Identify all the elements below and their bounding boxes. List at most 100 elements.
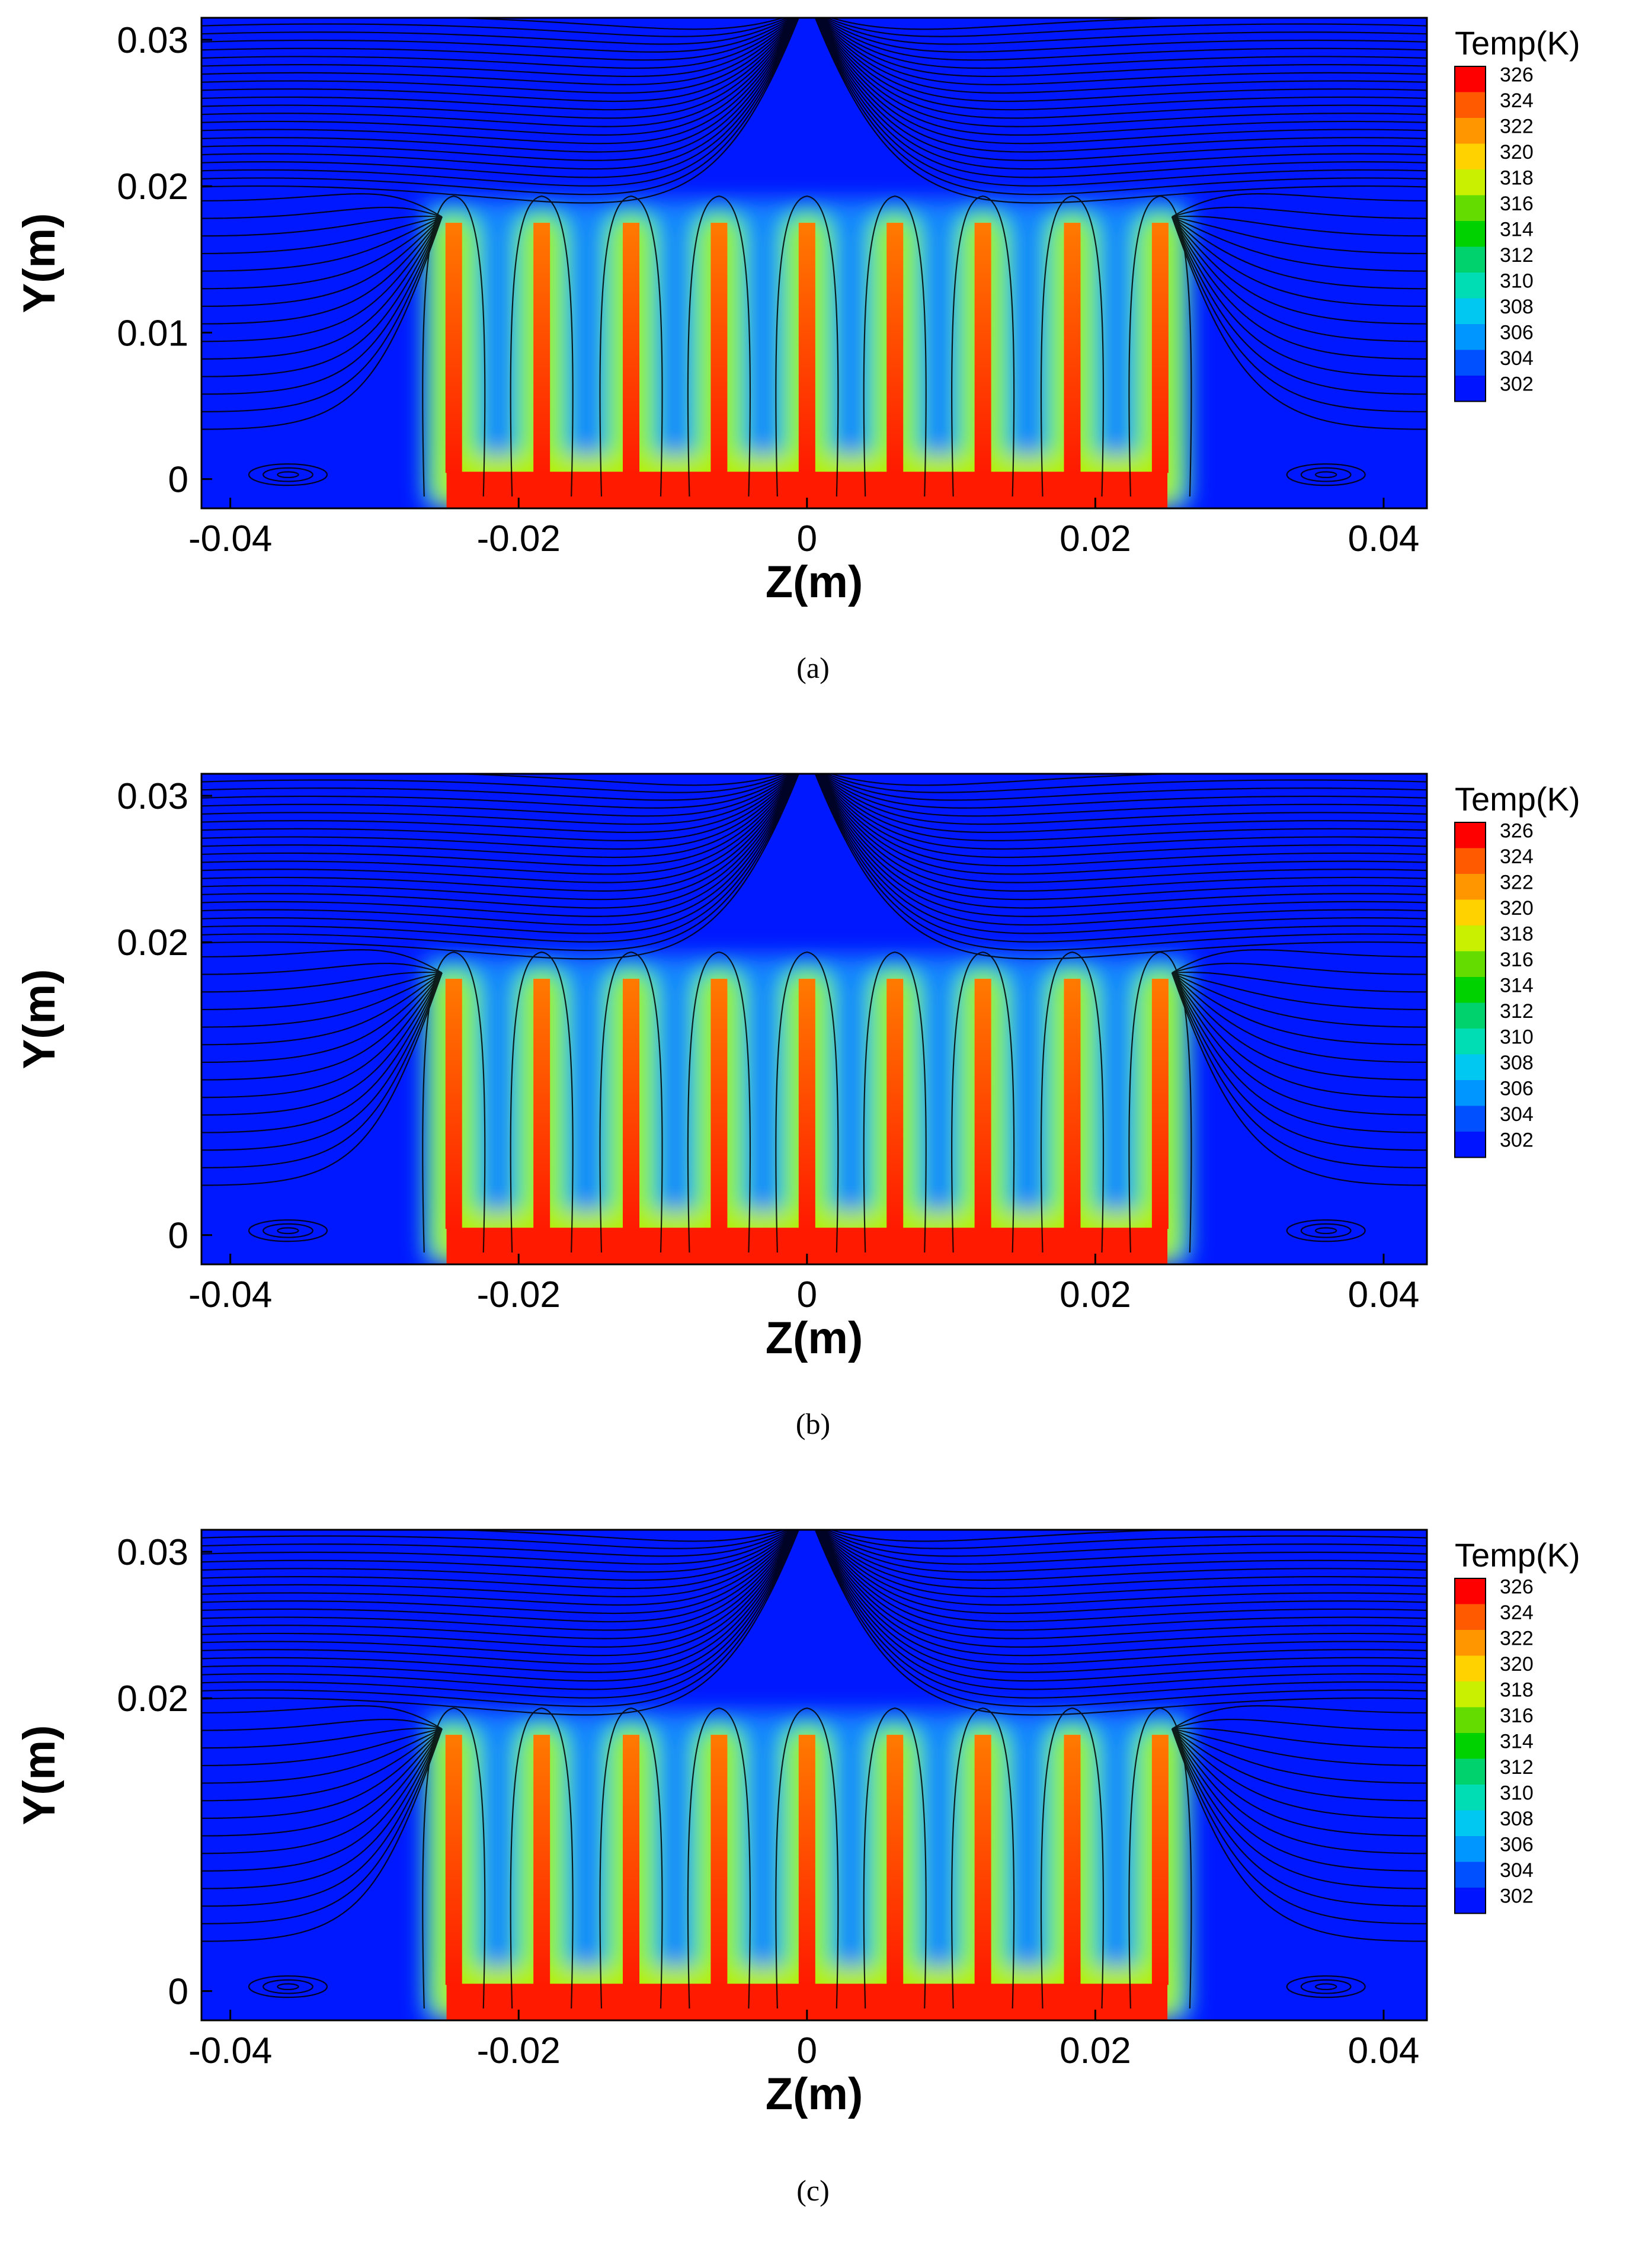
x-tick-label: 0.04 <box>1348 518 1420 559</box>
streamline <box>201 1530 799 1708</box>
streamline <box>1172 216 1427 272</box>
streamline <box>201 972 443 1186</box>
legend-label: 318 <box>1500 167 1534 190</box>
streamline <box>201 1705 443 1729</box>
streamline-loop <box>422 195 486 497</box>
legend-label: 318 <box>1500 923 1534 946</box>
fin <box>1064 1735 1081 1985</box>
caption-b: (b) <box>795 1407 831 1440</box>
streamline <box>815 1530 1427 1639</box>
streamline <box>201 18 799 170</box>
streamline <box>201 1728 443 1854</box>
vortex <box>1286 1219 1366 1242</box>
streamline <box>1172 972 1427 1028</box>
streamline <box>201 18 795 69</box>
vortex <box>1286 1975 1366 1998</box>
streamline <box>1171 216 1427 342</box>
x-tick-label: 0.02 <box>1060 1274 1131 1315</box>
streamline <box>201 1530 795 1581</box>
streamline <box>1172 215 1427 237</box>
streamline-loop <box>1040 951 1105 1253</box>
streamline <box>201 216 443 430</box>
streamline <box>201 971 442 993</box>
legend-label: 308 <box>1500 1052 1534 1074</box>
legend-label: 310 <box>1500 1026 1534 1049</box>
streamline <box>201 18 799 136</box>
streamline <box>201 1728 443 1924</box>
streamline <box>1171 1728 1427 1924</box>
vortex <box>1314 1227 1337 1235</box>
panel-c: -0.04 -0.02 0 0.02 0.04 0 0.02 0.03 Z(m) Y(m) Temp… <box>0 1512 1626 2268</box>
streamline <box>201 18 789 37</box>
streamline <box>815 18 1427 170</box>
streamline <box>201 774 799 892</box>
vortex <box>1314 471 1337 479</box>
streamline <box>201 1530 792 1557</box>
legend-label: 304 <box>1500 347 1534 370</box>
legend-swatch <box>1455 221 1486 247</box>
streamline <box>201 18 799 204</box>
legend-label: 324 <box>1500 1601 1534 1624</box>
x-tick-label: -0.04 <box>188 2030 272 2071</box>
legend-swatch <box>1455 1655 1486 1681</box>
legend-label: 318 <box>1500 1679 1534 1702</box>
streamline-loop <box>775 195 839 497</box>
streamline <box>201 774 796 834</box>
streamline <box>815 18 1427 127</box>
x-tick-label: 0.04 <box>1348 2030 1420 2071</box>
streamline <box>201 18 798 102</box>
streamline <box>201 1728 443 1872</box>
legend-label: 324 <box>1500 89 1534 112</box>
streamlines <box>201 1530 1427 2009</box>
streamline <box>201 193 443 217</box>
streamline <box>828 774 1427 786</box>
streamline <box>201 1530 793 1565</box>
streamline <box>201 774 799 934</box>
streamline <box>1172 1728 1427 1802</box>
streamline <box>201 774 799 901</box>
streamline <box>201 972 442 1011</box>
legend-swatch <box>1455 169 1486 196</box>
streamline <box>814 18 1427 204</box>
streamline <box>201 774 797 850</box>
streamline <box>822 774 1427 801</box>
streamline-loop <box>510 195 574 497</box>
streamlines <box>201 18 1427 497</box>
streamline <box>201 774 799 943</box>
streamline <box>815 774 1427 892</box>
legend-swatch <box>1455 376 1486 402</box>
streamline-loop <box>1128 951 1192 1253</box>
streamline <box>201 774 798 858</box>
legend-label: 326 <box>1500 64 1534 87</box>
streamline <box>201 18 786 30</box>
legend-swatch <box>1455 298 1486 324</box>
vortex <box>263 1223 313 1238</box>
y-tick-label: 0 <box>168 460 188 501</box>
streamline <box>201 1530 789 1549</box>
legend-title: Temp(K) <box>1455 1536 1580 1574</box>
legend-swatch <box>1455 951 1486 977</box>
streamline <box>815 18 1427 178</box>
fin <box>445 1735 462 1985</box>
legend-label: 326 <box>1500 820 1534 843</box>
streamline <box>814 1530 1427 1716</box>
streamline <box>201 216 443 360</box>
streamline <box>817 18 1427 85</box>
streamline-loop <box>775 951 839 1253</box>
streamline <box>201 774 796 841</box>
streamline <box>815 1530 1427 1665</box>
fin <box>710 979 728 1229</box>
streamline-loop <box>422 951 486 1253</box>
streamline <box>815 774 1427 909</box>
legend-swatch <box>1455 1707 1486 1733</box>
streamline-loop <box>951 195 1015 497</box>
streamline-loop <box>599 951 663 1253</box>
legend-swatch <box>1455 1630 1486 1656</box>
streamline <box>1171 216 1427 412</box>
legend-label: 316 <box>1500 1705 1534 1727</box>
legend-label: 304 <box>1500 1859 1534 1882</box>
contour-plot-c: -0.04 -0.02 0 0.02 0.04 0 0.02 0.03 Z(m) Y(m) Temp… <box>14 1529 1580 2119</box>
streamline <box>1172 216 1427 307</box>
streamline <box>816 774 1427 867</box>
streamline <box>201 1728 443 1784</box>
